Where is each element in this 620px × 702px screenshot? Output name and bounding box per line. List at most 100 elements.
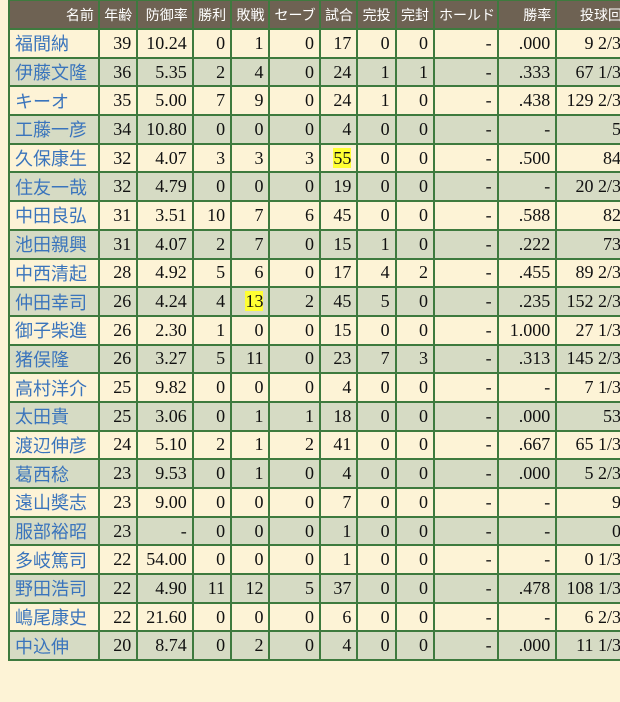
cell-wins: 0 [191, 114, 233, 145]
cell-holds: - [433, 343, 499, 375]
cell-wins: 0 [191, 372, 233, 403]
column-header-win-pct: 勝率 [496, 0, 558, 30]
player-name-link[interactable]: 仲田幸司 [8, 286, 100, 317]
cell-complete-games: 0 [356, 114, 397, 145]
player-name-link[interactable]: 高村洋介 [8, 372, 100, 403]
cell-games: 6 [318, 601, 359, 633]
player-name-link[interactable]: キーオ [8, 85, 100, 117]
cell-wins: 5 [191, 257, 233, 289]
cell-win-pct: - [496, 515, 558, 547]
cell-games: 23 [318, 343, 359, 375]
cell-shutouts: 1 [394, 56, 436, 88]
column-header-shutouts: 完封 [394, 0, 436, 30]
cell-holds: - [433, 286, 499, 317]
cell-wins: 0 [191, 28, 233, 59]
player-name-link[interactable]: 久保康生 [8, 142, 100, 174]
player-name-link[interactable]: 中込伸 [8, 630, 100, 662]
cell-win-pct: .478 [496, 573, 558, 604]
cell-complete-games: 1 [356, 56, 397, 88]
cell-wins: 0 [191, 544, 233, 576]
cell-age: 22 [97, 573, 139, 604]
cell-innings: 65 1/3 [555, 429, 620, 461]
cell-complete-games: 7 [356, 343, 397, 375]
cell-losses: 0 [230, 314, 271, 346]
cell-losses: 0 [230, 487, 271, 518]
cell-age: 32 [97, 171, 139, 203]
cell-holds: - [433, 114, 499, 145]
cell-era: 9.53 [136, 458, 194, 489]
cell-win-pct: .000 [496, 28, 558, 59]
player-name-link[interactable]: 多岐篤司 [8, 544, 100, 576]
cell-losses: 4 [230, 56, 271, 88]
player-name-link[interactable]: 遠山奬志 [8, 487, 100, 518]
player-name-link[interactable]: 葛西稔 [8, 458, 100, 489]
cell-era: 5.00 [136, 85, 194, 117]
cell-shutouts: 0 [394, 573, 436, 604]
cell-losses: 0 [230, 114, 271, 145]
column-header-era: 防御率 [136, 0, 194, 30]
cell-innings: 5 2/3 [555, 458, 620, 489]
player-name-link[interactable]: 猪俣隆 [8, 343, 100, 375]
table-row: 住友一哉 32 4.79 0 0 0 19 0 0- -20 2/3 [8, 171, 620, 203]
cell-losses: 1 [230, 429, 271, 461]
cell-era: 3.27 [136, 343, 194, 375]
cell-losses: 0 [230, 171, 271, 203]
cell-age: 34 [97, 114, 139, 145]
cell-innings: 73 [555, 228, 620, 260]
cell-win-pct: .500 [496, 142, 558, 174]
cell-innings: 0 [555, 515, 620, 547]
cell-holds: - [433, 601, 499, 633]
table-row: 福間納 39 10.24 0 1 0 17 0 0- .000 9 2/3 [8, 28, 620, 59]
cell-complete-games: 0 [356, 200, 397, 231]
cell-age: 25 [97, 400, 139, 432]
cell-wins: 0 [191, 458, 233, 489]
player-name-link[interactable]: 野田浩司 [8, 573, 100, 604]
cell-innings: 67 1/3 [555, 56, 620, 88]
cell-complete-games: 5 [356, 286, 397, 317]
cell-losses: 0 [230, 601, 271, 633]
cell-complete-games: 0 [356, 400, 397, 432]
player-name-link[interactable]: 太田貴 [8, 400, 100, 432]
cell-losses: 7 [230, 200, 271, 231]
cell-era: 10.24 [136, 28, 194, 59]
cell-wins: 0 [191, 487, 233, 518]
cell-shutouts: 0 [394, 171, 436, 203]
table-row: キーオ 35 5.00 7 9 0 24 1 0- .438 129 2/3 [8, 85, 620, 117]
table-row: 仲田幸司 26 4.24 4 13 2 45 5 0- .235 152 2/3 [8, 286, 620, 317]
cell-saves: 6 [268, 200, 321, 231]
cell-saves: 0 [268, 372, 321, 403]
player-name-link[interactable]: 服部裕昭 [8, 515, 100, 547]
player-name-link[interactable]: 池田親興 [8, 228, 100, 260]
player-name-link[interactable]: 福間納 [8, 28, 100, 59]
cell-era: 9.00 [136, 487, 194, 518]
cell-win-pct: .000 [496, 630, 558, 662]
player-name-link[interactable]: 御子柴進 [8, 314, 100, 346]
cell-holds: - [433, 515, 499, 547]
player-name-link[interactable]: 工藤一彦 [8, 114, 100, 145]
cell-shutouts: 0 [394, 630, 436, 662]
cell-games: 24 [318, 85, 359, 117]
player-name-link[interactable]: 渡辺伸彦 [8, 429, 100, 461]
player-name-link[interactable]: 嶋尾康史 [8, 601, 100, 633]
cell-games: 19 [318, 171, 359, 203]
cell-age: 26 [97, 343, 139, 375]
cell-holds: - [433, 487, 499, 518]
player-name-link[interactable]: 中西清起 [8, 257, 100, 289]
cell-win-pct: - [496, 372, 558, 403]
player-name-link[interactable]: 住友一哉 [8, 171, 100, 203]
column-header-games: 試合 [318, 0, 359, 30]
cell-shutouts: 0 [394, 515, 436, 547]
cell-losses: 1 [230, 400, 271, 432]
cell-age: 24 [97, 429, 139, 461]
cell-losses: 13 [230, 286, 271, 317]
player-name-link[interactable]: 中田良弘 [8, 200, 100, 231]
cell-age: 31 [97, 228, 139, 260]
cell-losses: 12 [230, 573, 271, 604]
cell-shutouts: 0 [394, 114, 436, 145]
cell-age: 23 [97, 487, 139, 518]
cell-age: 23 [97, 458, 139, 489]
cell-holds: - [433, 228, 499, 260]
cell-games: 37 [318, 573, 359, 604]
player-name-link[interactable]: 伊藤文隆 [8, 56, 100, 88]
cell-wins: 1 [191, 314, 233, 346]
